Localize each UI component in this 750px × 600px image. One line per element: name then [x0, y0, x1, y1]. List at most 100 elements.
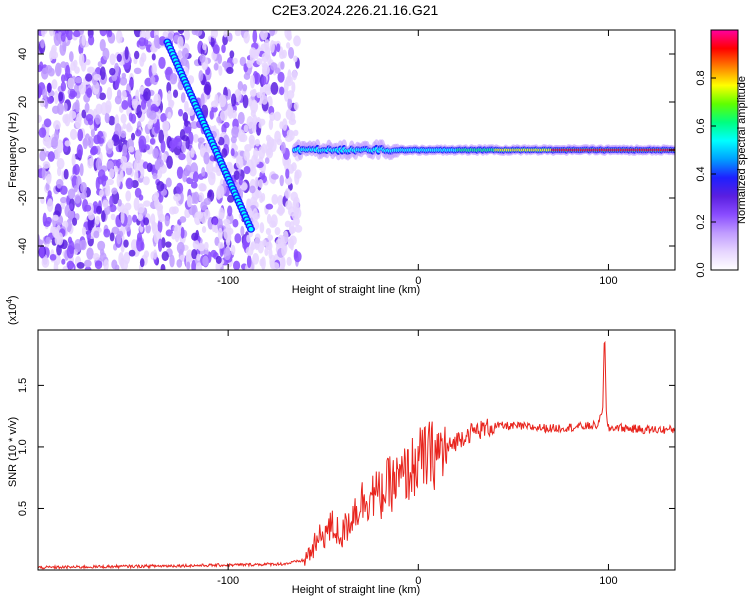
spectrogram-cell: [198, 70, 204, 82]
spectrogram-cell: [234, 30, 242, 37]
spectrogram-cell: [246, 59, 253, 69]
spectrogram-cell: [109, 232, 115, 242]
spectrogram-cell: [250, 74, 255, 89]
spectrogram-cell: [251, 122, 257, 133]
spectrogram-cell: [260, 95, 269, 105]
spectrogram-cell: [206, 161, 214, 176]
spectrogram-cell: [186, 194, 193, 208]
spectrogram-cell: [120, 130, 127, 139]
spectrogram-cell: [120, 210, 125, 224]
spectrogram-cell: [86, 66, 95, 74]
spectrogram-cell: [105, 185, 111, 197]
spectrogram-cell: [67, 77, 75, 90]
x-tick-label: 100: [599, 575, 617, 587]
spectrogram-cell: [61, 258, 66, 265]
spectrogram-cell: [198, 192, 205, 203]
spectrogram-cell: [166, 90, 172, 103]
spectrogram-cell: [199, 53, 206, 63]
snr-y-axis-title: SNR (10 * v/v): [7, 417, 19, 487]
spectrogram-cell: [216, 185, 225, 199]
spectrogram-cell: [264, 83, 272, 92]
spectrogram-cell: [99, 248, 105, 256]
spectrogram-cell: [246, 234, 251, 243]
spectrogram-cell: [38, 114, 42, 123]
spectrogram-cell: [175, 182, 184, 195]
spectrogram-cell: [56, 139, 64, 154]
spectrogram-cell: [233, 170, 240, 181]
spectrogram-cell: [110, 213, 116, 221]
spectrogram-cell: [240, 225, 245, 237]
spectrogram-cell: [286, 256, 292, 267]
spectrogram-cell: [64, 140, 71, 147]
spectrogram-cell: [47, 96, 54, 105]
spectrogram-cell: [293, 55, 298, 63]
colorbar-tick-label: 0.6: [695, 118, 707, 133]
spectrogram-cell: [96, 205, 103, 215]
y-tick-label: 0: [17, 147, 29, 153]
spectrogram-cell: [95, 158, 103, 171]
spectrogram-cell: [118, 139, 123, 153]
spectrogram-cell: [179, 129, 186, 140]
spectrogram-cell: [114, 123, 122, 137]
spectrogram-cell: [124, 202, 132, 211]
spectrogram-cell: [249, 185, 256, 194]
spectrogram-cell: [143, 250, 150, 258]
spectrogram-cell: [187, 106, 195, 117]
spectrogram-cell: [56, 244, 62, 256]
spectrogram-cell: [133, 67, 142, 75]
spectrogram-cell: [38, 239, 44, 247]
spectrogram-cell: [52, 226, 59, 238]
spectrogram-cell: [63, 102, 68, 112]
spectrogram-cell: [192, 133, 199, 143]
spectrogram-cell: [137, 203, 145, 214]
spectrogram-cell: [172, 206, 179, 215]
x-tick-label: -100: [217, 275, 239, 287]
spectrogram-cell: [180, 226, 185, 239]
spectrogram-cell: [270, 173, 279, 180]
spectrogram-cell: [273, 111, 282, 122]
spectrogram-cell: [65, 64, 71, 79]
spectrogram-cell: [49, 254, 57, 261]
spectrogram-cell: [71, 153, 76, 167]
spectrogram-cell: [232, 126, 240, 135]
spectrogram-cell: [79, 163, 84, 177]
spectrogram-cell: [195, 262, 203, 270]
spectrogram-cell: [291, 162, 297, 172]
spectrogram-cell: [192, 239, 200, 250]
spectrogram-cell: [102, 47, 110, 61]
spectrogram-cell: [269, 39, 275, 53]
spectrogram-cell: [287, 97, 293, 110]
spectrogram-cell: [66, 245, 74, 259]
spectrogram-cell: [106, 178, 115, 186]
y-tick-label: -40: [17, 238, 29, 254]
spectrogram-cell: [126, 122, 132, 130]
spectrogram-cell: [117, 198, 122, 207]
spectrogram-cell: [104, 112, 110, 124]
spectrogram-cell: [287, 206, 296, 217]
spectrogram-cell: [171, 232, 177, 240]
spectrogram-cell: [87, 118, 94, 126]
spectrogram-cell: [90, 148, 97, 156]
spectrogram-x-ticks: -100 0 100: [217, 30, 618, 287]
spectrogram-cell: [38, 64, 43, 73]
snr-frame: [37, 329, 676, 571]
spectrogram-cell: [230, 93, 237, 107]
spectrogram-cell: [93, 73, 102, 81]
spectrogram-cell: [265, 203, 274, 210]
spectrogram-cell: [289, 235, 297, 246]
spectrogram-cell: [227, 205, 233, 217]
spectrogram-cell: [279, 174, 284, 187]
spectrogram-cell: [184, 164, 192, 177]
spectrogram-cell: [74, 66, 80, 74]
spectrogram-cell: [217, 136, 225, 146]
spectrogram-cell: [261, 64, 270, 76]
spectrogram-cell: [41, 30, 46, 38]
y-tick-label: -20: [17, 190, 29, 206]
spectrogram-cell: [78, 82, 87, 95]
spectrogram-cell: [223, 30, 228, 38]
spectrogram-cell: [99, 189, 104, 198]
spectrogram-cell: [145, 223, 151, 234]
snr-y-ticks: 0.5 1.0 1.5: [17, 378, 675, 516]
spectrogram-cell: [41, 166, 47, 180]
spectrogram-panel: -100 0 100 -40 -20 0 20 40 Height of straight …: [7, 29, 676, 296]
